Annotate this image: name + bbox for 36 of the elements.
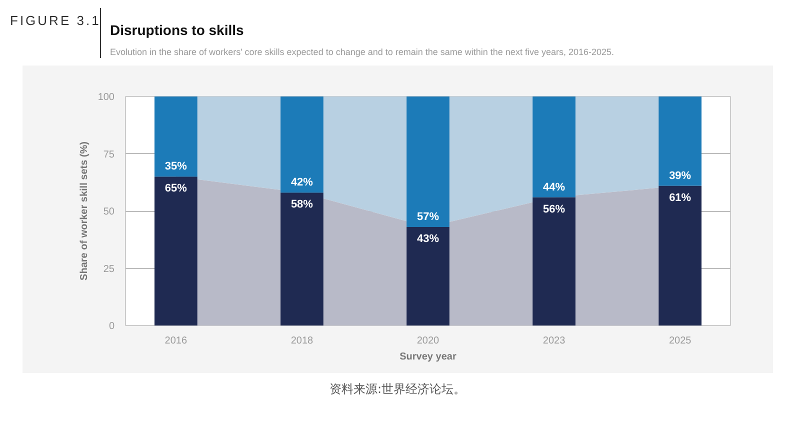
y-tick-label: 100 [98, 92, 115, 103]
bar [532, 197, 576, 326]
data-label: 57% [416, 211, 440, 224]
bar [154, 96, 198, 177]
bar [280, 192, 324, 326]
x-tick-label: 2020 [416, 336, 440, 346]
caption: FIGURE 3.1 [9, 12, 101, 30]
data-label: 39% [669, 170, 692, 182]
data-label: 44% [543, 181, 566, 194]
y-tick-label: 50 [103, 206, 115, 218]
data-label: 65% [164, 182, 188, 195]
y-axis-title: Share of worker skill sets (%) [78, 142, 90, 280]
x-tick-label: 2016 [164, 336, 188, 346]
bar [406, 96, 450, 228]
bar [280, 96, 324, 193]
bar [154, 176, 198, 326]
y-tick-label: 25 [103, 264, 115, 275]
bar [406, 227, 450, 326]
bar [532, 96, 576, 198]
y-tick-label: 0 [108, 321, 115, 332]
x-tick-label: 2018 [290, 336, 314, 346]
x-tick-label: 2025 [668, 336, 692, 346]
data-label: 61% [669, 192, 692, 204]
y-tick-label: 75 [103, 149, 115, 160]
data-label: 43% [416, 233, 440, 246]
bar [658, 186, 702, 326]
x-tick-label: 2023 [542, 336, 566, 346]
x-axis-title: Survey year [400, 352, 456, 362]
bar [658, 96, 702, 186]
data-label: 58% [290, 198, 314, 211]
text: 资料来源:世界经济论坛。 [328, 381, 467, 398]
chart-title: Disruptions to skills [110, 21, 245, 40]
data-label: 42% [290, 176, 314, 189]
data-label: 56% [543, 203, 566, 216]
chart-subtitle: Evolution in the share of workers' core skills expected to change and to remain the same within the next five years, 2016-2025. [110, 46, 614, 59]
data-label: 35% [164, 160, 188, 173]
